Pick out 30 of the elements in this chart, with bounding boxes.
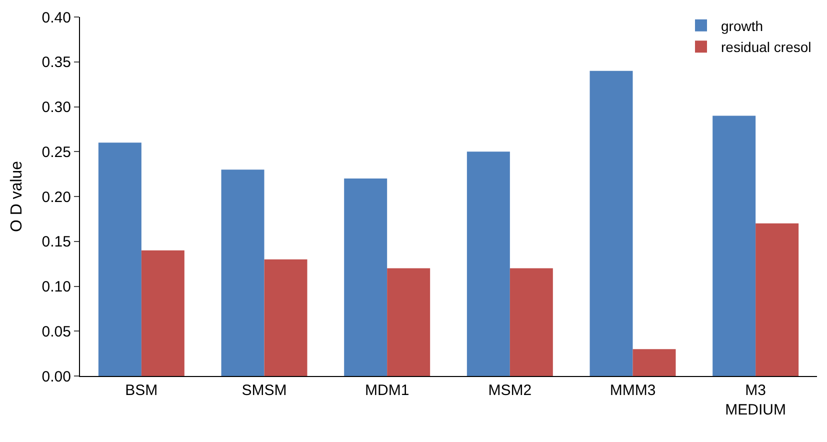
bar [221, 170, 264, 376]
legend-label: residual cresol [721, 39, 812, 56]
y-tick-label: 0.30 [42, 99, 71, 116]
bar [510, 268, 553, 376]
bar [712, 116, 756, 376]
bar [590, 70, 633, 376]
y-axis-title: O D value [8, 160, 26, 232]
y-tick-label: 0.40 [42, 9, 71, 26]
bar [98, 142, 142, 376]
y-tick-label: 0.10 [42, 278, 71, 296]
y-tick-label: 0.05 [42, 323, 71, 340]
bar [264, 259, 308, 376]
bar [466, 152, 510, 376]
y-tick-label: 0.35 [42, 54, 71, 72]
y-tick-label: 0.00 [42, 368, 71, 386]
y-tick-label: 0.20 [42, 188, 71, 206]
x-tick-label: BSM [125, 382, 158, 399]
x-tick-label: SMSM [242, 382, 287, 399]
y-tick-label: 0.15 [42, 234, 71, 251]
x-tick-label: M3 MEDIUM [725, 382, 786, 418]
x-tick-label: MDM1 [364, 382, 410, 399]
legend-label: growth [721, 18, 764, 34]
bar [344, 178, 388, 376]
y-tick-label: 0.25 [42, 144, 71, 161]
x-tick-label: MMM3 [610, 382, 656, 399]
bar [387, 268, 430, 376]
bar [632, 349, 676, 376]
bar [141, 250, 184, 376]
x-tick-label: MSM2 [488, 382, 532, 399]
bar [756, 223, 799, 376]
